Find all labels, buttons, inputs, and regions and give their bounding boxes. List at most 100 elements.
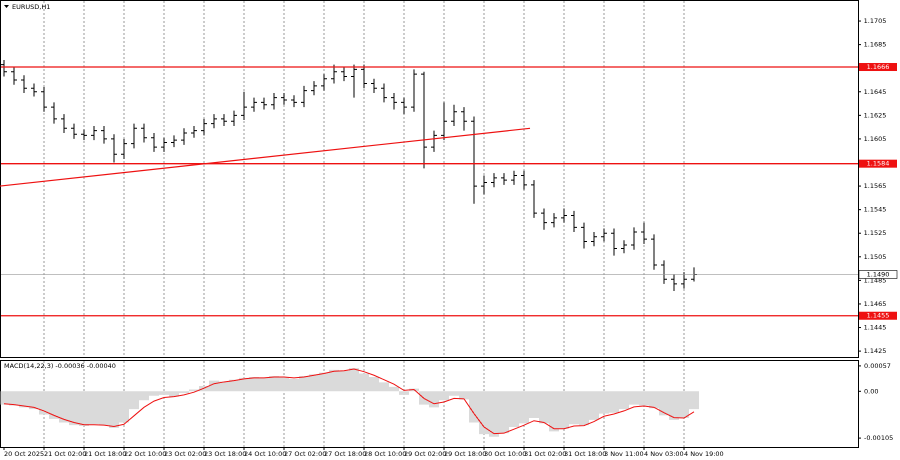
x-tick-label: 23 Oct 18:00 [204, 450, 246, 458]
main-frame [0, 0, 859, 358]
ohlc-bar [671, 274, 677, 291]
ohlc-bar [491, 173, 497, 188]
ohlc-bar [351, 64, 357, 98]
y-tick-label: 1.1545 [864, 206, 887, 214]
y-tick-label: 1.1705 [864, 17, 887, 25]
ohlc-bar [1, 59, 7, 77]
y-tick-label: 1.1565 [864, 182, 887, 190]
ohlc-bar [201, 118, 207, 136]
y-tick-label: 0.00057 [864, 362, 891, 370]
menu-arrow[interactable] [4, 5, 9, 8]
x-tick-label: 30 Oct 10:00 [484, 450, 526, 458]
y-tick-label: 1.1685 [864, 41, 887, 49]
ohlc-bar [281, 92, 287, 105]
y-tick-label: 1.1505 [864, 253, 887, 261]
ohlc-bar [181, 128, 187, 145]
ohlc-bar [241, 91, 247, 121]
ohlc-bar [311, 81, 317, 96]
ohlc-bar [581, 222, 587, 249]
y-tick-label: -0.00105 [864, 434, 893, 442]
ohlc-bar [121, 138, 127, 159]
x-tick-label: 20 Oct 2025 [4, 450, 44, 458]
macd-title: MACD(14,22,3) -0.00036 -0.00040 [4, 362, 116, 370]
ohlc-bar [111, 134, 117, 163]
ohlc-bar [361, 64, 367, 89]
x-tick-label: 23 Oct 02:00 [164, 450, 206, 458]
ohlc-bar [141, 123, 147, 143]
ohlc-bar [641, 222, 647, 244]
ohlc-bar [51, 102, 57, 124]
y-tick-label: 1.1525 [864, 229, 887, 237]
ohlc-bar [521, 170, 527, 190]
y-tick-label: 1.1425 [864, 347, 887, 355]
level-label: 1.1584 [867, 160, 890, 168]
x-tick-label: 28 Oct 10:00 [364, 450, 406, 458]
ohlc-bar [91, 125, 97, 141]
ohlc-bar [191, 125, 197, 138]
ohlc-bar [171, 135, 177, 148]
ohlc-bar [161, 137, 167, 152]
level-label-box [859, 159, 897, 168]
ohlc-bar [611, 228, 617, 256]
ohlc-bar [331, 64, 337, 84]
ohlc-bar [441, 102, 447, 141]
ohlc-bar [411, 69, 417, 112]
ohlc-bar [481, 175, 487, 195]
ohlc-bar [451, 104, 457, 126]
ohlc-bar [381, 83, 387, 103]
y-tick-label: 1.1465 [864, 300, 887, 308]
ohlc-bar [501, 173, 507, 185]
y-tick-label: 1.1445 [864, 324, 887, 332]
ohlc-bar [551, 213, 557, 228]
level-label-box [859, 63, 897, 72]
y-tick-label: 1.1485 [864, 276, 887, 284]
signal-line [3, 368, 695, 435]
y-tick-label: 0.00 [864, 387, 878, 395]
ohlc-bar [391, 92, 397, 110]
trendline [0, 127, 531, 187]
ohlc-bar [571, 210, 577, 233]
level-label: 1.1666 [867, 63, 890, 71]
ohlc-bar [271, 92, 277, 110]
ohlc-bar [371, 78, 377, 93]
x-tick-label: 24 Oct 10:00 [244, 450, 286, 458]
ohlc-bar [661, 260, 667, 284]
x-tick-label: 4 Nov 03:00 [644, 450, 684, 458]
x-tick-label: 29 Oct 02:00 [404, 450, 446, 458]
x-tick-label: 4 Nov 19:00 [684, 450, 724, 458]
ohlc-bar [681, 272, 687, 289]
ohlc-bar [401, 97, 407, 115]
ohlc-bar [321, 74, 327, 91]
ohlc-bar [561, 208, 567, 223]
ohlc-bar [541, 208, 547, 230]
ohlc-bar [151, 133, 157, 152]
x-tick-label: 3 Nov 11:00 [604, 450, 644, 458]
x-tick-label: 21 Oct 18:00 [84, 450, 126, 458]
ohlc-bar [301, 85, 307, 108]
y-tick-label: 1.1645 [864, 88, 887, 96]
ohlc-bar [631, 227, 637, 250]
ohlc-bar [31, 83, 37, 97]
x-tick-label: 27 Oct 02:00 [284, 450, 326, 458]
ohlc-bar [291, 95, 297, 108]
ohlc-bar [81, 129, 87, 141]
ohlc-bar [471, 116, 477, 204]
ohlc-bar [261, 97, 267, 110]
ohlc-bar [61, 114, 67, 134]
x-tick-label: 21 Oct 02:00 [44, 450, 86, 458]
x-tick-label: 22 Oct 10:00 [124, 450, 166, 458]
ohlc-bar [71, 123, 77, 139]
ohlc-bar [591, 232, 597, 247]
x-tick-label: 27 Oct 18:00 [324, 450, 366, 458]
ohlc-bar [511, 170, 517, 185]
ohlc-bar [221, 114, 227, 126]
ohlc-bar [11, 67, 17, 85]
x-tick-label: 29 Oct 18:00 [444, 450, 486, 458]
ohlc-bar [531, 180, 537, 218]
ohlc-bar [621, 240, 627, 254]
ohlc-bar [131, 123, 137, 149]
ohlc-bar [461, 107, 467, 131]
x-tick-label: 31 Oct 02:00 [524, 450, 566, 458]
y-tick-label: 1.1625 [864, 111, 887, 119]
level-label: 1.1455 [867, 312, 890, 320]
